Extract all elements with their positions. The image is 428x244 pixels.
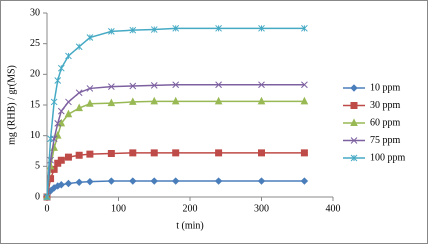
data-point: [75, 89, 83, 97]
legend-label: 100 ppm: [370, 152, 406, 163]
data-point: [86, 150, 94, 158]
data-point: [86, 99, 94, 107]
legend-marker: [350, 102, 358, 109]
data-point: [301, 24, 308, 32]
data-point: [54, 120, 62, 127]
data-point: [57, 118, 66, 127]
data-point: [300, 149, 308, 157]
data-point: [107, 177, 116, 185]
y-tick-label: 10: [30, 130, 40, 141]
data-point: [57, 64, 65, 72]
y-tick-label: 30: [30, 7, 40, 18]
data-point: [150, 177, 158, 185]
data-point: [258, 24, 265, 32]
data-point: [75, 43, 83, 51]
data-point: [129, 26, 137, 34]
data-point: [57, 156, 65, 164]
x-tick-label: 300: [254, 203, 269, 214]
x-axis-label: t (min): [176, 220, 204, 231]
y-tick-label: 15: [30, 99, 40, 110]
legend-marker: [350, 84, 358, 92]
data-point: [171, 177, 180, 185]
data-point: [171, 96, 180, 105]
legend-label: 75 ppm: [370, 135, 401, 146]
y-axis-label: mg (RHB) / gr(MS): [6, 65, 17, 145]
data-point: [65, 52, 72, 60]
data-point: [47, 135, 54, 143]
data-point: [300, 177, 309, 185]
data-point: [129, 82, 137, 90]
data-point: [64, 179, 73, 188]
data-point: [75, 178, 83, 186]
data-point: [215, 24, 222, 32]
data-point: [214, 96, 223, 105]
data-point: [258, 81, 265, 89]
data-point: [150, 82, 158, 89]
data-point: [107, 83, 115, 90]
data-point: [301, 81, 308, 89]
data-point: [57, 107, 65, 115]
data-point: [107, 98, 116, 107]
data-point: [215, 149, 223, 157]
x-tick-label: 0: [45, 203, 50, 214]
legend-label: 30 ppm: [370, 100, 401, 111]
legend-label: 60 ppm: [370, 117, 401, 128]
legend-marker: [350, 154, 358, 162]
data-point: [129, 149, 137, 157]
data-point: [64, 109, 73, 118]
data-point: [150, 26, 158, 33]
y-tick-label: 20: [30, 69, 40, 80]
legend-label: 10 ppm: [370, 82, 401, 93]
data-point: [257, 96, 266, 105]
data-point: [86, 177, 94, 186]
x-tick-label: 200: [183, 203, 198, 214]
x-tick-label: 400: [326, 203, 341, 214]
data-point: [75, 151, 83, 159]
data-point: [300, 96, 309, 105]
data-point: [54, 77, 62, 84]
data-point: [214, 177, 223, 185]
data-point: [129, 177, 137, 185]
data-point: [86, 85, 94, 92]
data-point: [57, 181, 66, 189]
y-tick-label: 25: [30, 38, 40, 49]
legend-marker: [350, 118, 358, 126]
data-point: [150, 96, 159, 105]
data-point: [150, 149, 158, 157]
y-tick-label: 5: [35, 161, 40, 172]
legend-marker: [350, 137, 358, 144]
data-point: [65, 98, 72, 106]
data-point: [43, 193, 51, 201]
data-point: [75, 103, 83, 112]
data-point: [172, 149, 180, 157]
data-point: [172, 81, 180, 89]
data-point: [172, 24, 180, 32]
data-point: [107, 149, 115, 157]
data-point: [64, 153, 72, 161]
data-point: [215, 81, 222, 89]
data-point: [258, 149, 265, 157]
data-point: [107, 28, 115, 35]
x-tick-label: 100: [111, 203, 126, 214]
data-point: [128, 97, 137, 105]
data-point: [257, 177, 266, 185]
data-point: [50, 98, 58, 106]
data-point: [86, 34, 94, 41]
y-tick-label: 0: [35, 191, 40, 202]
